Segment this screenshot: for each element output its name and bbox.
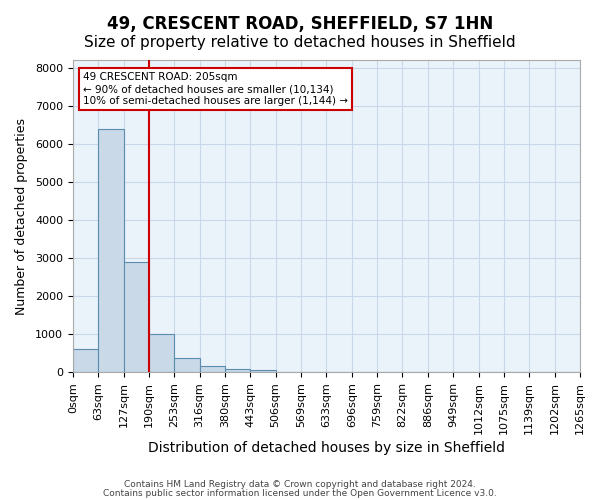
Text: Contains public sector information licensed under the Open Government Licence v3: Contains public sector information licen…: [103, 488, 497, 498]
Text: 49, CRESCENT ROAD, SHEFFIELD, S7 1HN: 49, CRESCENT ROAD, SHEFFIELD, S7 1HN: [107, 15, 493, 33]
Bar: [73, 350, 98, 372]
X-axis label: Distribution of detached houses by size in Sheffield: Distribution of detached houses by size …: [148, 441, 505, 455]
Bar: [250, 370, 275, 372]
Bar: [98, 128, 124, 372]
Text: Contains HM Land Registry data © Crown copyright and database right 2024.: Contains HM Land Registry data © Crown c…: [124, 480, 476, 489]
Text: 49 CRESCENT ROAD: 205sqm
← 90% of detached houses are smaller (10,134)
10% of se: 49 CRESCENT ROAD: 205sqm ← 90% of detach…: [83, 72, 348, 106]
Text: Size of property relative to detached houses in Sheffield: Size of property relative to detached ho…: [84, 35, 516, 50]
Bar: [174, 358, 200, 372]
Bar: [149, 334, 174, 372]
Y-axis label: Number of detached properties: Number of detached properties: [15, 118, 28, 314]
Bar: [225, 368, 250, 372]
Bar: [200, 366, 225, 372]
Bar: [124, 262, 149, 372]
